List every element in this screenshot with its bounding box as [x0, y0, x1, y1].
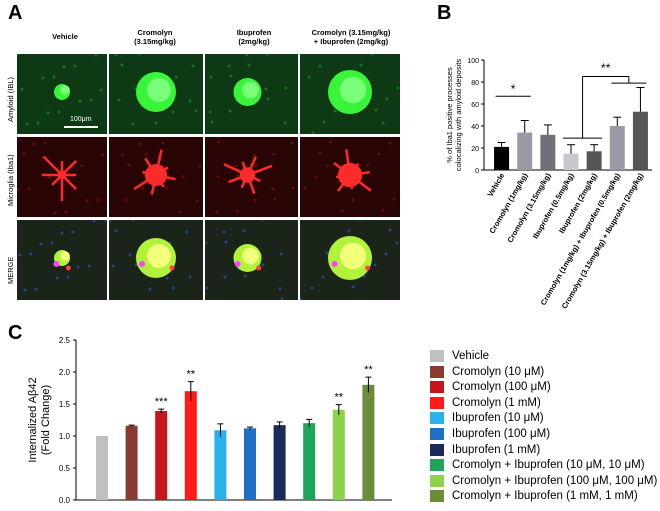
chart-b-significance: * — [511, 82, 516, 96]
legend-label: Cromolyn + Ibuprofen (100 μM, 100 μM) — [452, 474, 658, 487]
row-lab-merge: MERGE — [6, 256, 15, 284]
micrograph-r0-c1 — [109, 54, 203, 134]
micrograph-r2-c3 — [300, 220, 400, 300]
chart-b-bar — [494, 146, 510, 170]
legend-item: Vehicle — [430, 349, 489, 363]
legend-label: Cromolyn (10 μM) — [452, 365, 545, 378]
legend-item: Cromolyn (10 μM) — [430, 365, 544, 379]
legend-swatch — [430, 381, 444, 394]
chart-c-bar — [273, 425, 286, 500]
chart-c-significance: ** — [364, 364, 373, 376]
chart-c-bar — [332, 409, 345, 500]
micrograph-r1-c2 — [205, 137, 298, 217]
legend-item: Cromolyn + Ibuprofen (10 μM, 10 μM) — [430, 458, 645, 472]
chart-b-ytick-label: 0 — [475, 168, 479, 175]
legend-label: Ibuprofen (10 μM) — [452, 412, 544, 425]
chart-c-ylabel: Internalized Aβ42 — [27, 377, 39, 462]
micrograph-r2-c1 — [109, 220, 203, 300]
col-head-ibuprofen: Ibuprofen (2mg/kg) — [236, 28, 272, 46]
legend-label: Cromolyn (1 mM) — [452, 396, 541, 409]
chart-c-bar — [214, 430, 227, 500]
chart-b-ytick-label: 20 — [471, 146, 479, 153]
micrograph-r2-c0 — [17, 220, 107, 300]
legend-item: Cromolyn (1 mM) — [430, 396, 541, 410]
chart-c-bar — [362, 384, 375, 500]
legend-label: Ibuprofen (100 μM) — [452, 428, 551, 440]
chart-b-xtick-label: Vehicle — [486, 172, 507, 199]
col-head-vehicle: Vehicle — [52, 32, 78, 41]
micrograph-r1-c3 — [300, 137, 400, 217]
legend-item: Cromolyn + Ibuprofen (1 mM, 1 mM) — [430, 489, 638, 503]
chart-b-bar — [609, 126, 625, 170]
chart-c-bar — [303, 423, 316, 500]
chart-c-ytick-label: 2.0 — [59, 368, 71, 377]
legend-item: Ibuprofen (1 mM) — [430, 443, 540, 457]
chart-b-bar — [586, 151, 602, 170]
legend-label: Cromolyn + Ibuprofen (1 mM, 1 mM) — [452, 490, 638, 503]
row-lab-microglia: Microglia (Iba1) — [6, 154, 15, 206]
chart-b-bar — [563, 153, 579, 170]
micrograph-r1-c1 — [109, 137, 203, 217]
micrograph-r0-c2 — [205, 54, 298, 134]
chart-c-ytick-label: 1.5 — [59, 400, 71, 409]
legend-swatch — [430, 350, 444, 362]
legend-swatch — [430, 490, 444, 503]
legend-label: Vehicle — [452, 350, 490, 362]
col-head-cromolyn: Cromolyn (3.15mg/kg) — [134, 28, 176, 46]
legend-swatch — [430, 459, 444, 472]
chart-b-ytick-label: 60 — [471, 102, 479, 109]
chart-c: 0.0 0.5 1.0 1.5 2.0 2.5 Internalized Aβ42 (Fold… — [27, 336, 392, 505]
legend-swatch — [430, 396, 444, 409]
chart-b-ytick-label: 100 — [467, 58, 479, 65]
micrograph-r0-c3 — [300, 54, 400, 134]
chart-c-bar — [96, 436, 108, 500]
chart-c-bar — [244, 428, 256, 500]
legend-swatch — [430, 474, 444, 487]
chart-b-ylabel: % of Iba1 positive processes — [445, 67, 454, 163]
micrograph-r2-c2 — [205, 220, 298, 300]
col-head-combo: Cromolyn (3.15mg/kg) + Ibuprofen (2mg/kg… — [311, 28, 391, 46]
legend-label: Cromolyn + Ibuprofen (10 μM, 10 μM) — [452, 459, 645, 472]
legend-swatch — [430, 412, 444, 425]
chart-c-significance: ** — [187, 369, 196, 381]
chart-b: 0 20 40 60 80 100 % of Iba1 positive processes… — [445, 58, 652, 310]
legend-label: Ibuprofen (1 mM) — [452, 443, 541, 456]
chart-b-xtick-label: Ibuprofen (0.5mg/kg) — [531, 171, 576, 240]
chart-c-ytick-label: 0.0 — [59, 496, 71, 505]
chart-b-ytick-label: 40 — [471, 124, 479, 131]
legend-swatch — [430, 365, 444, 378]
chart-c-ytick-label: 2.5 — [59, 336, 71, 345]
row-lab-amyloid: Amyloid (IBL) — [6, 76, 15, 122]
legend-item: Ibuprofen (10 μM) — [430, 411, 544, 425]
legend-swatch — [430, 428, 444, 440]
chart-b-bar — [517, 132, 533, 170]
legend-item: Cromolyn + Ibuprofen (100 μM, 100 μM) — [430, 474, 657, 488]
legend-item: Cromolyn (100 μM) — [430, 380, 551, 394]
chart-b-bar — [540, 134, 556, 170]
legend-swatch — [430, 443, 444, 456]
chart-c-ylabel: (Fold Change) — [40, 385, 52, 455]
panel-letter-a: A — [8, 2, 23, 24]
scale-bar — [64, 126, 98, 128]
legend-item: Ibuprofen (100 μM) — [430, 427, 550, 441]
chart-c-ytick-label: 1.0 — [59, 432, 71, 441]
legend-label: Cromolyn (100 μM) — [452, 381, 551, 394]
micrograph-r0-c0 — [17, 54, 107, 134]
chart-c-bar — [155, 411, 168, 500]
panel-letter-b: B — [437, 2, 452, 24]
chart-b-ytick-label: 80 — [471, 80, 479, 87]
micrograph-r1-c0 — [17, 137, 107, 217]
chart-c-significance: ** — [335, 392, 344, 404]
chart-c-ytick-label: 0.5 — [59, 464, 71, 473]
chart-c-bar — [125, 425, 138, 500]
chart-b-bar — [632, 111, 648, 170]
chart-b-significance: ** — [601, 61, 611, 75]
chart-c-bar — [184, 391, 197, 500]
panel-letter-c: C — [8, 322, 23, 344]
chart-c-significance: *** — [155, 396, 169, 408]
scale-bar-label: 100μm — [70, 116, 92, 123]
chart-b-xtick-label: Cromolyn (3.15mg/kg) — [505, 171, 552, 244]
chart-b-ylabel: colocalizing with amyloid deposits — [454, 59, 463, 171]
